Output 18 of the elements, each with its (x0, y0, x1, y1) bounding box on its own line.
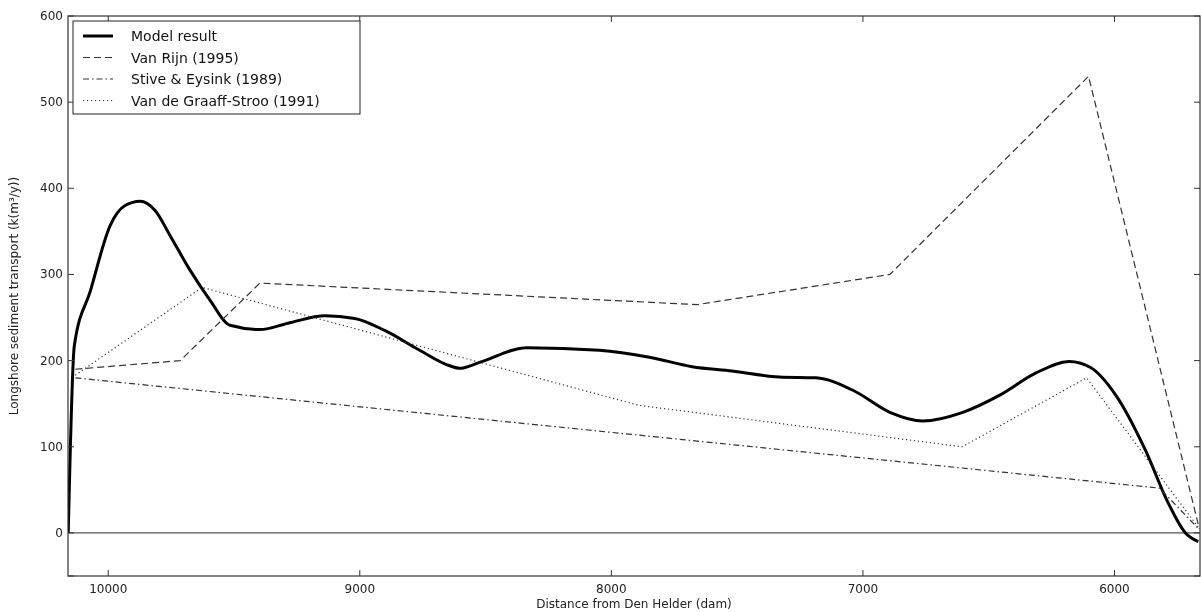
legend-label: Van de Graaff-Stroo (1991) (131, 92, 320, 109)
y-axis-title: Longshore sediment transport (k(m³/y)) (7, 176, 21, 416)
y-tick-label: 200 (40, 353, 63, 368)
y-tick-label: 100 (40, 439, 63, 454)
y-tick-label: 400 (40, 181, 63, 196)
y-tick-label: 300 (40, 267, 63, 282)
legend-label: Stive & Eysink (1989) (131, 71, 283, 87)
x-tick-label: 9000 (344, 582, 376, 596)
x-axis-title: Distance from Den Helder (dam) (536, 597, 732, 611)
y-tick-label: 600 (40, 9, 63, 23)
x-tick-label: 7000 (847, 582, 879, 596)
x-tick-label: 10000 (89, 582, 128, 596)
x-tick-label: 8000 (596, 582, 627, 596)
x-tick-label: 6000 (1099, 582, 1130, 596)
legend-label: Van Rijn (1995) (131, 49, 239, 66)
legend-label: Model result (131, 28, 218, 44)
y-tick-label: 500 (40, 95, 63, 110)
y-tick-label: 0 (55, 525, 63, 540)
